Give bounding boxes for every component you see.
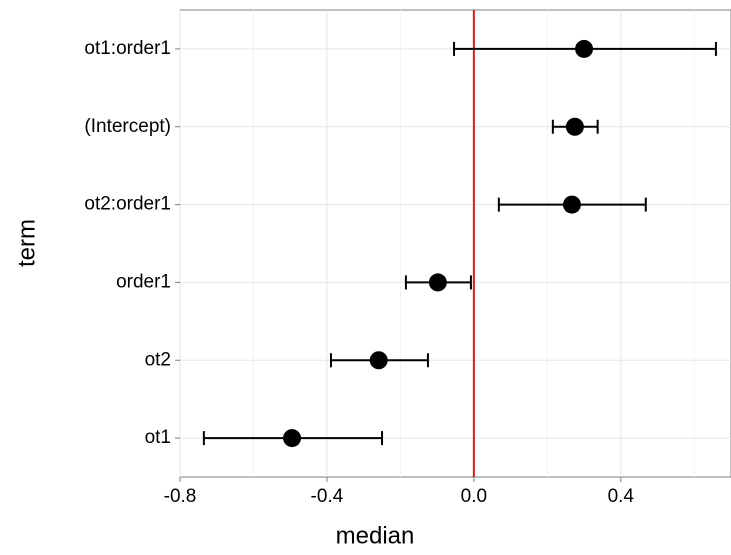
- point: [565, 117, 584, 136]
- y-tick-label: ot2:order1: [84, 194, 171, 215]
- point: [575, 39, 594, 58]
- y-tick-label: ot2: [145, 349, 171, 370]
- plot-panel: [179, 9, 731, 478]
- x-tick-label: 0.4: [608, 486, 635, 507]
- y-tick-label: ot1:order1: [84, 38, 171, 59]
- y-tick-label: (Intercept): [84, 116, 171, 137]
- x-tick-label: -0.4: [311, 486, 344, 507]
- x-axis-label: median: [336, 522, 415, 549]
- point: [428, 273, 447, 292]
- point: [283, 429, 302, 448]
- point: [562, 195, 581, 214]
- point: [369, 351, 388, 370]
- y-axis-label: term: [13, 219, 40, 267]
- y-tick-label: order1: [116, 271, 171, 292]
- x-tick-label: 0.0: [461, 486, 487, 507]
- y-tick-label: ot1: [145, 427, 171, 448]
- x-tick-label: -0.8: [164, 486, 197, 507]
